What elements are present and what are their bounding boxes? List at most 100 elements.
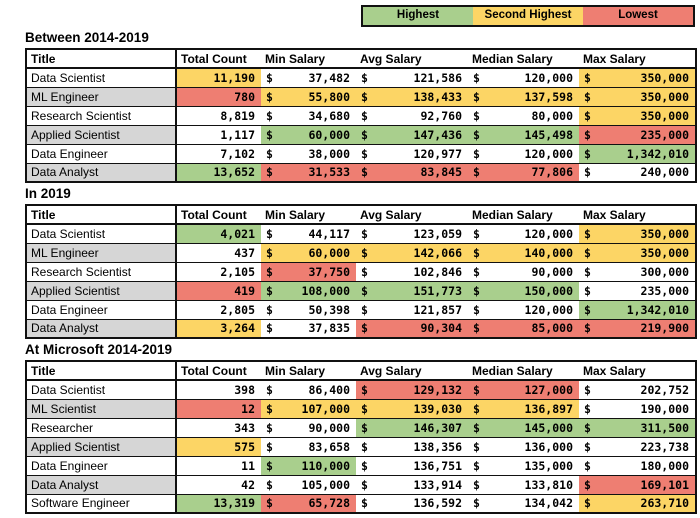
total-count-cell[interactable]: 12: [176, 398, 261, 418]
title-cell[interactable]: Applied Scientist: [26, 280, 177, 300]
max-salary-cell[interactable]: $263,710: [579, 493, 696, 513]
total-count-cell[interactable]: 1,117: [176, 124, 261, 144]
max-salary-cell[interactable]: $311,500: [579, 417, 696, 437]
total-count-cell[interactable]: 8,819: [176, 105, 261, 125]
median-salary-cell[interactable]: $136,897: [468, 398, 579, 418]
max-salary-cell[interactable]: $169,101: [579, 474, 696, 494]
avg-salary-cell[interactable]: $102,846: [356, 261, 468, 281]
min-salary-cell[interactable]: $105,000: [261, 474, 356, 494]
median-salary-cell[interactable]: $145,000: [468, 417, 579, 437]
avg-salary-cell[interactable]: $90,304: [356, 318, 468, 338]
median-salary-cell[interactable]: $150,000: [468, 280, 579, 300]
median-salary-cell[interactable]: $120,000: [468, 143, 579, 163]
total-count-cell[interactable]: 398: [176, 379, 261, 399]
median-salary-cell[interactable]: $80,000: [468, 105, 579, 125]
avg-salary-cell[interactable]: $138,356: [356, 436, 468, 456]
median-salary-cell[interactable]: $85,000: [468, 318, 579, 338]
median-salary-cell[interactable]: $90,000: [468, 261, 579, 281]
title-cell[interactable]: Data Analyst: [26, 162, 177, 182]
avg-salary-cell[interactable]: $120,977: [356, 143, 468, 163]
min-salary-cell[interactable]: $38,000: [261, 143, 356, 163]
min-salary-cell[interactable]: $60,000: [261, 242, 356, 262]
title-cell[interactable]: Researcher: [26, 417, 177, 437]
max-salary-cell[interactable]: $350,000: [579, 223, 696, 243]
total-count-cell[interactable]: 4,021: [176, 223, 261, 243]
median-salary-cell[interactable]: $137,598: [468, 86, 579, 106]
avg-salary-cell[interactable]: $133,914: [356, 474, 468, 494]
title-cell[interactable]: Data Engineer: [26, 299, 177, 319]
max-salary-cell[interactable]: $350,000: [579, 67, 696, 87]
max-salary-cell[interactable]: $350,000: [579, 242, 696, 262]
min-salary-cell[interactable]: $37,835: [261, 318, 356, 338]
total-count-cell[interactable]: 437: [176, 242, 261, 262]
total-count-cell[interactable]: 2,805: [176, 299, 261, 319]
avg-salary-cell[interactable]: $121,857: [356, 299, 468, 319]
min-salary-cell[interactable]: $31,533: [261, 162, 356, 182]
median-salary-cell[interactable]: $134,042: [468, 493, 579, 513]
min-salary-cell[interactable]: $50,398: [261, 299, 356, 319]
total-count-cell[interactable]: 780: [176, 86, 261, 106]
max-salary-cell[interactable]: $1,342,010: [579, 299, 696, 319]
total-count-cell[interactable]: 13,319: [176, 493, 261, 513]
max-salary-cell[interactable]: $219,900: [579, 318, 696, 338]
min-salary-cell[interactable]: $60,000: [261, 124, 356, 144]
max-salary-cell[interactable]: $235,000: [579, 280, 696, 300]
total-count-cell[interactable]: 3,264: [176, 318, 261, 338]
total-count-cell[interactable]: 343: [176, 417, 261, 437]
min-salary-cell[interactable]: $110,000: [261, 455, 356, 475]
median-salary-cell[interactable]: $136,000: [468, 436, 579, 456]
avg-salary-cell[interactable]: $121,586: [356, 67, 468, 87]
max-salary-cell[interactable]: $240,000: [579, 162, 696, 182]
median-salary-cell[interactable]: $120,000: [468, 67, 579, 87]
title-cell[interactable]: ML Engineer: [26, 86, 177, 106]
avg-salary-cell[interactable]: $136,592: [356, 493, 468, 513]
title-cell[interactable]: Data Analyst: [26, 474, 177, 494]
avg-salary-cell[interactable]: $92,760: [356, 105, 468, 125]
title-cell[interactable]: Software Engineer: [26, 493, 177, 513]
total-count-cell[interactable]: 2,105: [176, 261, 261, 281]
title-cell[interactable]: Data Scientist: [26, 67, 177, 87]
max-salary-cell[interactable]: $202,752: [579, 379, 696, 399]
max-salary-cell[interactable]: $180,000: [579, 455, 696, 475]
title-cell[interactable]: Data Engineer: [26, 455, 177, 475]
avg-salary-cell[interactable]: $136,751: [356, 455, 468, 475]
total-count-cell[interactable]: 13,652: [176, 162, 261, 182]
min-salary-cell[interactable]: $107,000: [261, 398, 356, 418]
title-cell[interactable]: Data Analyst: [26, 318, 177, 338]
median-salary-cell[interactable]: $120,000: [468, 223, 579, 243]
avg-salary-cell[interactable]: $151,773: [356, 280, 468, 300]
min-salary-cell[interactable]: $37,482: [261, 67, 356, 87]
median-salary-cell[interactable]: $135,000: [468, 455, 579, 475]
title-cell[interactable]: ML Scientist: [26, 398, 177, 418]
max-salary-cell[interactable]: $350,000: [579, 105, 696, 125]
max-salary-cell[interactable]: $1,342,010: [579, 143, 696, 163]
avg-salary-cell[interactable]: $123,059: [356, 223, 468, 243]
max-salary-cell[interactable]: $300,000: [579, 261, 696, 281]
min-salary-cell[interactable]: $108,000: [261, 280, 356, 300]
title-cell[interactable]: Data Scientist: [26, 223, 177, 243]
avg-salary-cell[interactable]: $147,436: [356, 124, 468, 144]
title-cell[interactable]: Data Scientist: [26, 379, 177, 399]
total-count-cell[interactable]: 575: [176, 436, 261, 456]
avg-salary-cell[interactable]: $139,030: [356, 398, 468, 418]
median-salary-cell[interactable]: $140,000: [468, 242, 579, 262]
title-cell[interactable]: Data Engineer: [26, 143, 177, 163]
avg-salary-cell[interactable]: $83,845: [356, 162, 468, 182]
title-cell[interactable]: Research Scientist: [26, 261, 177, 281]
median-salary-cell[interactable]: $77,806: [468, 162, 579, 182]
total-count-cell[interactable]: 7,102: [176, 143, 261, 163]
total-count-cell[interactable]: 11: [176, 455, 261, 475]
median-salary-cell[interactable]: $145,498: [468, 124, 579, 144]
min-salary-cell[interactable]: $44,117: [261, 223, 356, 243]
min-salary-cell[interactable]: $90,000: [261, 417, 356, 437]
avg-salary-cell[interactable]: $142,066: [356, 242, 468, 262]
max-salary-cell[interactable]: $235,000: [579, 124, 696, 144]
title-cell[interactable]: Research Scientist: [26, 105, 177, 125]
max-salary-cell[interactable]: $190,000: [579, 398, 696, 418]
max-salary-cell[interactable]: $350,000: [579, 86, 696, 106]
avg-salary-cell[interactable]: $129,132: [356, 379, 468, 399]
title-cell[interactable]: Applied Scientist: [26, 436, 177, 456]
min-salary-cell[interactable]: $83,658: [261, 436, 356, 456]
avg-salary-cell[interactable]: $146,307: [356, 417, 468, 437]
min-salary-cell[interactable]: $37,750: [261, 261, 356, 281]
